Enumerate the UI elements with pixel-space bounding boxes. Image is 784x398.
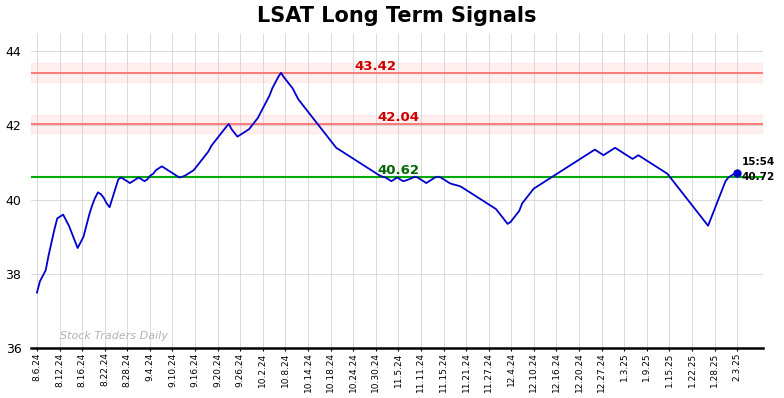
Text: 15:54: 15:54: [742, 157, 775, 167]
Text: 42.04: 42.04: [377, 111, 419, 125]
Text: 40.62: 40.62: [377, 164, 419, 177]
Text: Stock Traders Daily: Stock Traders Daily: [60, 331, 168, 341]
Point: [731, 170, 743, 176]
Bar: [31, 64, 764, 82]
Bar: [31, 115, 764, 133]
Title: LSAT Long Term Signals: LSAT Long Term Signals: [257, 6, 537, 25]
Text: 43.42: 43.42: [354, 60, 397, 73]
Text: 40.72: 40.72: [742, 172, 775, 182]
